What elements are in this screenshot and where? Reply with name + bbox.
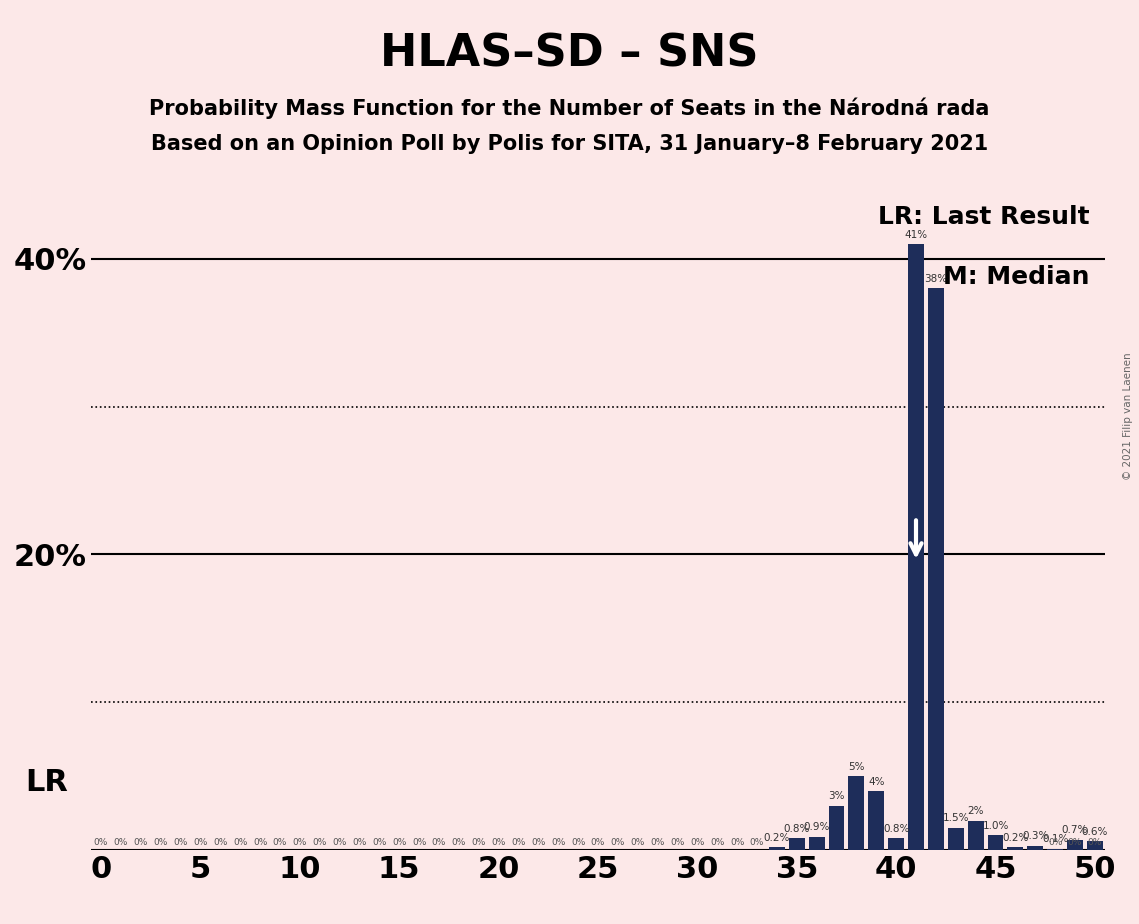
Text: 0%: 0% — [1068, 838, 1082, 847]
Text: 0%: 0% — [670, 838, 685, 847]
Text: 0.2%: 0.2% — [763, 833, 790, 843]
Bar — [868, 791, 884, 850]
Text: © 2021 Filip van Laenen: © 2021 Filip van Laenen — [1123, 352, 1133, 480]
Text: Based on an Opinion Poll by Polis for SITA, 31 January–8 February 2021: Based on an Opinion Poll by Polis for SI… — [150, 134, 989, 154]
Text: 0.1%: 0.1% — [1042, 834, 1068, 845]
Text: 0%: 0% — [253, 838, 268, 847]
Text: 4%: 4% — [868, 776, 885, 786]
Text: 38%: 38% — [925, 274, 948, 284]
Text: 0%: 0% — [690, 838, 705, 847]
Text: 0%: 0% — [452, 838, 466, 847]
Text: 0%: 0% — [432, 838, 446, 847]
Text: 1.5%: 1.5% — [942, 813, 969, 823]
Bar — [809, 837, 825, 850]
Text: M: Median: M: Median — [943, 264, 1090, 288]
Text: 0%: 0% — [392, 838, 407, 847]
Bar — [908, 244, 924, 850]
Text: 0%: 0% — [710, 838, 724, 847]
Text: 0%: 0% — [591, 838, 605, 847]
Text: 0%: 0% — [154, 838, 167, 847]
Text: 0%: 0% — [213, 838, 228, 847]
Text: 0%: 0% — [372, 838, 386, 847]
Bar — [968, 821, 984, 850]
Text: 41%: 41% — [904, 229, 927, 239]
Bar — [948, 828, 964, 850]
Text: 2%: 2% — [967, 806, 984, 816]
Bar — [1027, 845, 1043, 850]
Text: 0%: 0% — [194, 838, 207, 847]
Text: 0%: 0% — [333, 838, 346, 847]
Text: 0.6%: 0.6% — [1082, 827, 1108, 837]
Text: 0%: 0% — [611, 838, 625, 847]
Text: LR: Last Result: LR: Last Result — [878, 205, 1090, 229]
Bar — [828, 806, 844, 850]
Text: Probability Mass Function for the Number of Seats in the Národná rada: Probability Mass Function for the Number… — [149, 97, 990, 118]
Text: 0%: 0% — [491, 838, 506, 847]
Bar — [1007, 847, 1023, 850]
Text: 0%: 0% — [571, 838, 585, 847]
Text: 0%: 0% — [531, 838, 546, 847]
Bar — [1087, 841, 1103, 850]
Text: 0%: 0% — [312, 838, 327, 847]
Text: 0%: 0% — [412, 838, 426, 847]
Text: 0%: 0% — [650, 838, 665, 847]
Text: 0%: 0% — [631, 838, 645, 847]
Text: 0.7%: 0.7% — [1062, 825, 1088, 835]
Bar — [888, 838, 904, 850]
Text: 0%: 0% — [472, 838, 486, 847]
Text: 0%: 0% — [114, 838, 128, 847]
Text: 0%: 0% — [93, 838, 108, 847]
Text: 0%: 0% — [173, 838, 188, 847]
Bar — [769, 847, 785, 850]
Bar — [988, 835, 1003, 850]
Text: 0%: 0% — [551, 838, 565, 847]
Bar — [1047, 848, 1063, 850]
Text: 0.2%: 0.2% — [1002, 833, 1029, 843]
Text: 5%: 5% — [849, 761, 865, 772]
Text: 0.9%: 0.9% — [803, 822, 830, 833]
Text: 0%: 0% — [293, 838, 308, 847]
Bar — [849, 776, 865, 850]
Text: 0%: 0% — [233, 838, 247, 847]
Bar — [928, 288, 944, 850]
Text: 0.8%: 0.8% — [784, 824, 810, 833]
Text: 0.3%: 0.3% — [1022, 832, 1048, 841]
Text: 0%: 0% — [730, 838, 744, 847]
Bar — [789, 838, 804, 850]
Text: 0%: 0% — [352, 838, 367, 847]
Text: 3%: 3% — [828, 791, 845, 801]
Text: 1.0%: 1.0% — [982, 821, 1009, 831]
Text: 0%: 0% — [749, 838, 764, 847]
Text: LR: LR — [25, 768, 68, 796]
Text: 0%: 0% — [511, 838, 526, 847]
Text: 0.8%: 0.8% — [883, 824, 909, 833]
Bar — [1067, 840, 1083, 850]
Text: 0%: 0% — [1048, 838, 1063, 847]
Text: HLAS–SD – SNS: HLAS–SD – SNS — [380, 32, 759, 76]
Text: 0%: 0% — [272, 838, 287, 847]
Text: 0%: 0% — [1088, 838, 1103, 847]
Text: 0%: 0% — [133, 838, 148, 847]
